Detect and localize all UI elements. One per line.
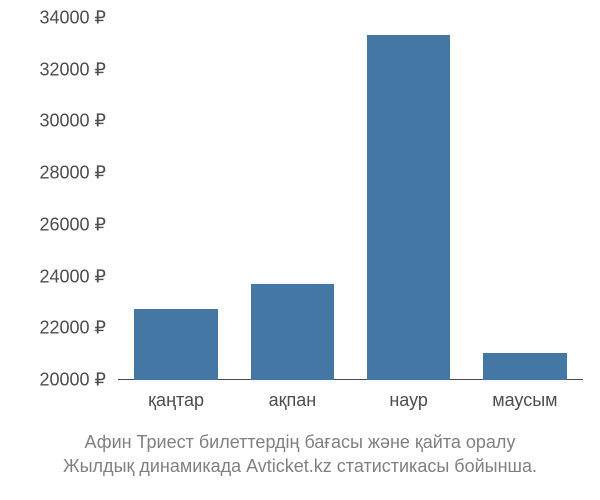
chart-caption: Афин Триест билеттердің бағасы және қайт… [0,430,600,479]
caption-line: Жылдық динамикада Avticket.kz статистика… [0,454,600,478]
y-tick-label: 24000 ₽ [0,266,106,287]
y-tick-label: 32000 ₽ [0,59,106,80]
bar [134,309,218,380]
y-tick-label: 30000 ₽ [0,111,106,132]
bar [251,284,335,380]
x-tick-label: маусым [492,390,557,411]
price-chart: Афин Триест билеттердің бағасы және қайт… [0,0,600,500]
bar [483,353,567,380]
y-tick-label: 22000 ₽ [0,318,106,339]
y-tick-label: 34000 ₽ [0,8,106,29]
y-tick-label: 28000 ₽ [0,163,106,184]
x-tick-label: ақпан [269,390,317,411]
y-tick-label: 20000 ₽ [0,370,106,391]
plot-area [118,18,583,380]
x-tick-label: наур [389,390,428,411]
bar [367,35,451,380]
x-tick-label: қаңтар [148,390,204,411]
y-tick-label: 26000 ₽ [0,214,106,235]
caption-line: Афин Триест билеттердің бағасы және қайт… [0,430,600,454]
